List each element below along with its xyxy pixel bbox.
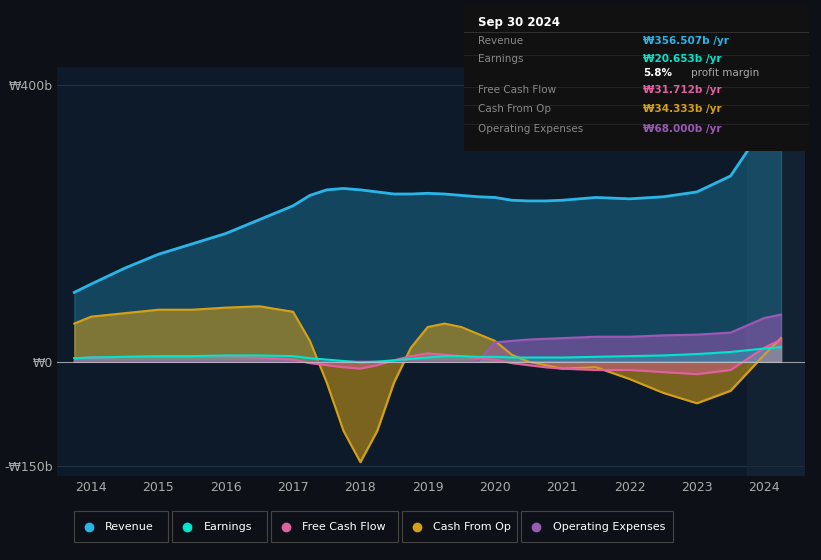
Bar (271, 511, 398, 542)
Bar (521, 511, 673, 542)
Text: Sep 30 2024: Sep 30 2024 (478, 16, 560, 29)
Text: Free Cash Flow: Free Cash Flow (302, 522, 386, 531)
Bar (74, 511, 168, 542)
Text: ₩356.507b /yr: ₩356.507b /yr (643, 35, 729, 45)
Text: Earnings: Earnings (204, 522, 252, 531)
Text: 5.8%: 5.8% (643, 68, 672, 78)
Bar (172, 511, 267, 542)
Text: Revenue: Revenue (478, 35, 523, 45)
Text: Operating Expenses: Operating Expenses (478, 124, 583, 134)
Text: profit margin: profit margin (691, 68, 759, 78)
Text: Free Cash Flow: Free Cash Flow (478, 85, 556, 95)
Text: ₩31.712b /yr: ₩31.712b /yr (643, 85, 722, 95)
Text: ₩34.333b /yr: ₩34.333b /yr (643, 104, 722, 114)
Text: ₩68.000b /yr: ₩68.000b /yr (643, 124, 722, 134)
Bar (402, 511, 517, 542)
Bar (747, 67, 805, 476)
Text: Cash From Op: Cash From Op (478, 104, 551, 114)
Text: Earnings: Earnings (478, 54, 523, 64)
Text: ₩20.653b /yr: ₩20.653b /yr (643, 54, 722, 64)
Text: Cash From Op: Cash From Op (433, 522, 511, 531)
Text: Operating Expenses: Operating Expenses (553, 522, 665, 531)
Text: Revenue: Revenue (105, 522, 154, 531)
